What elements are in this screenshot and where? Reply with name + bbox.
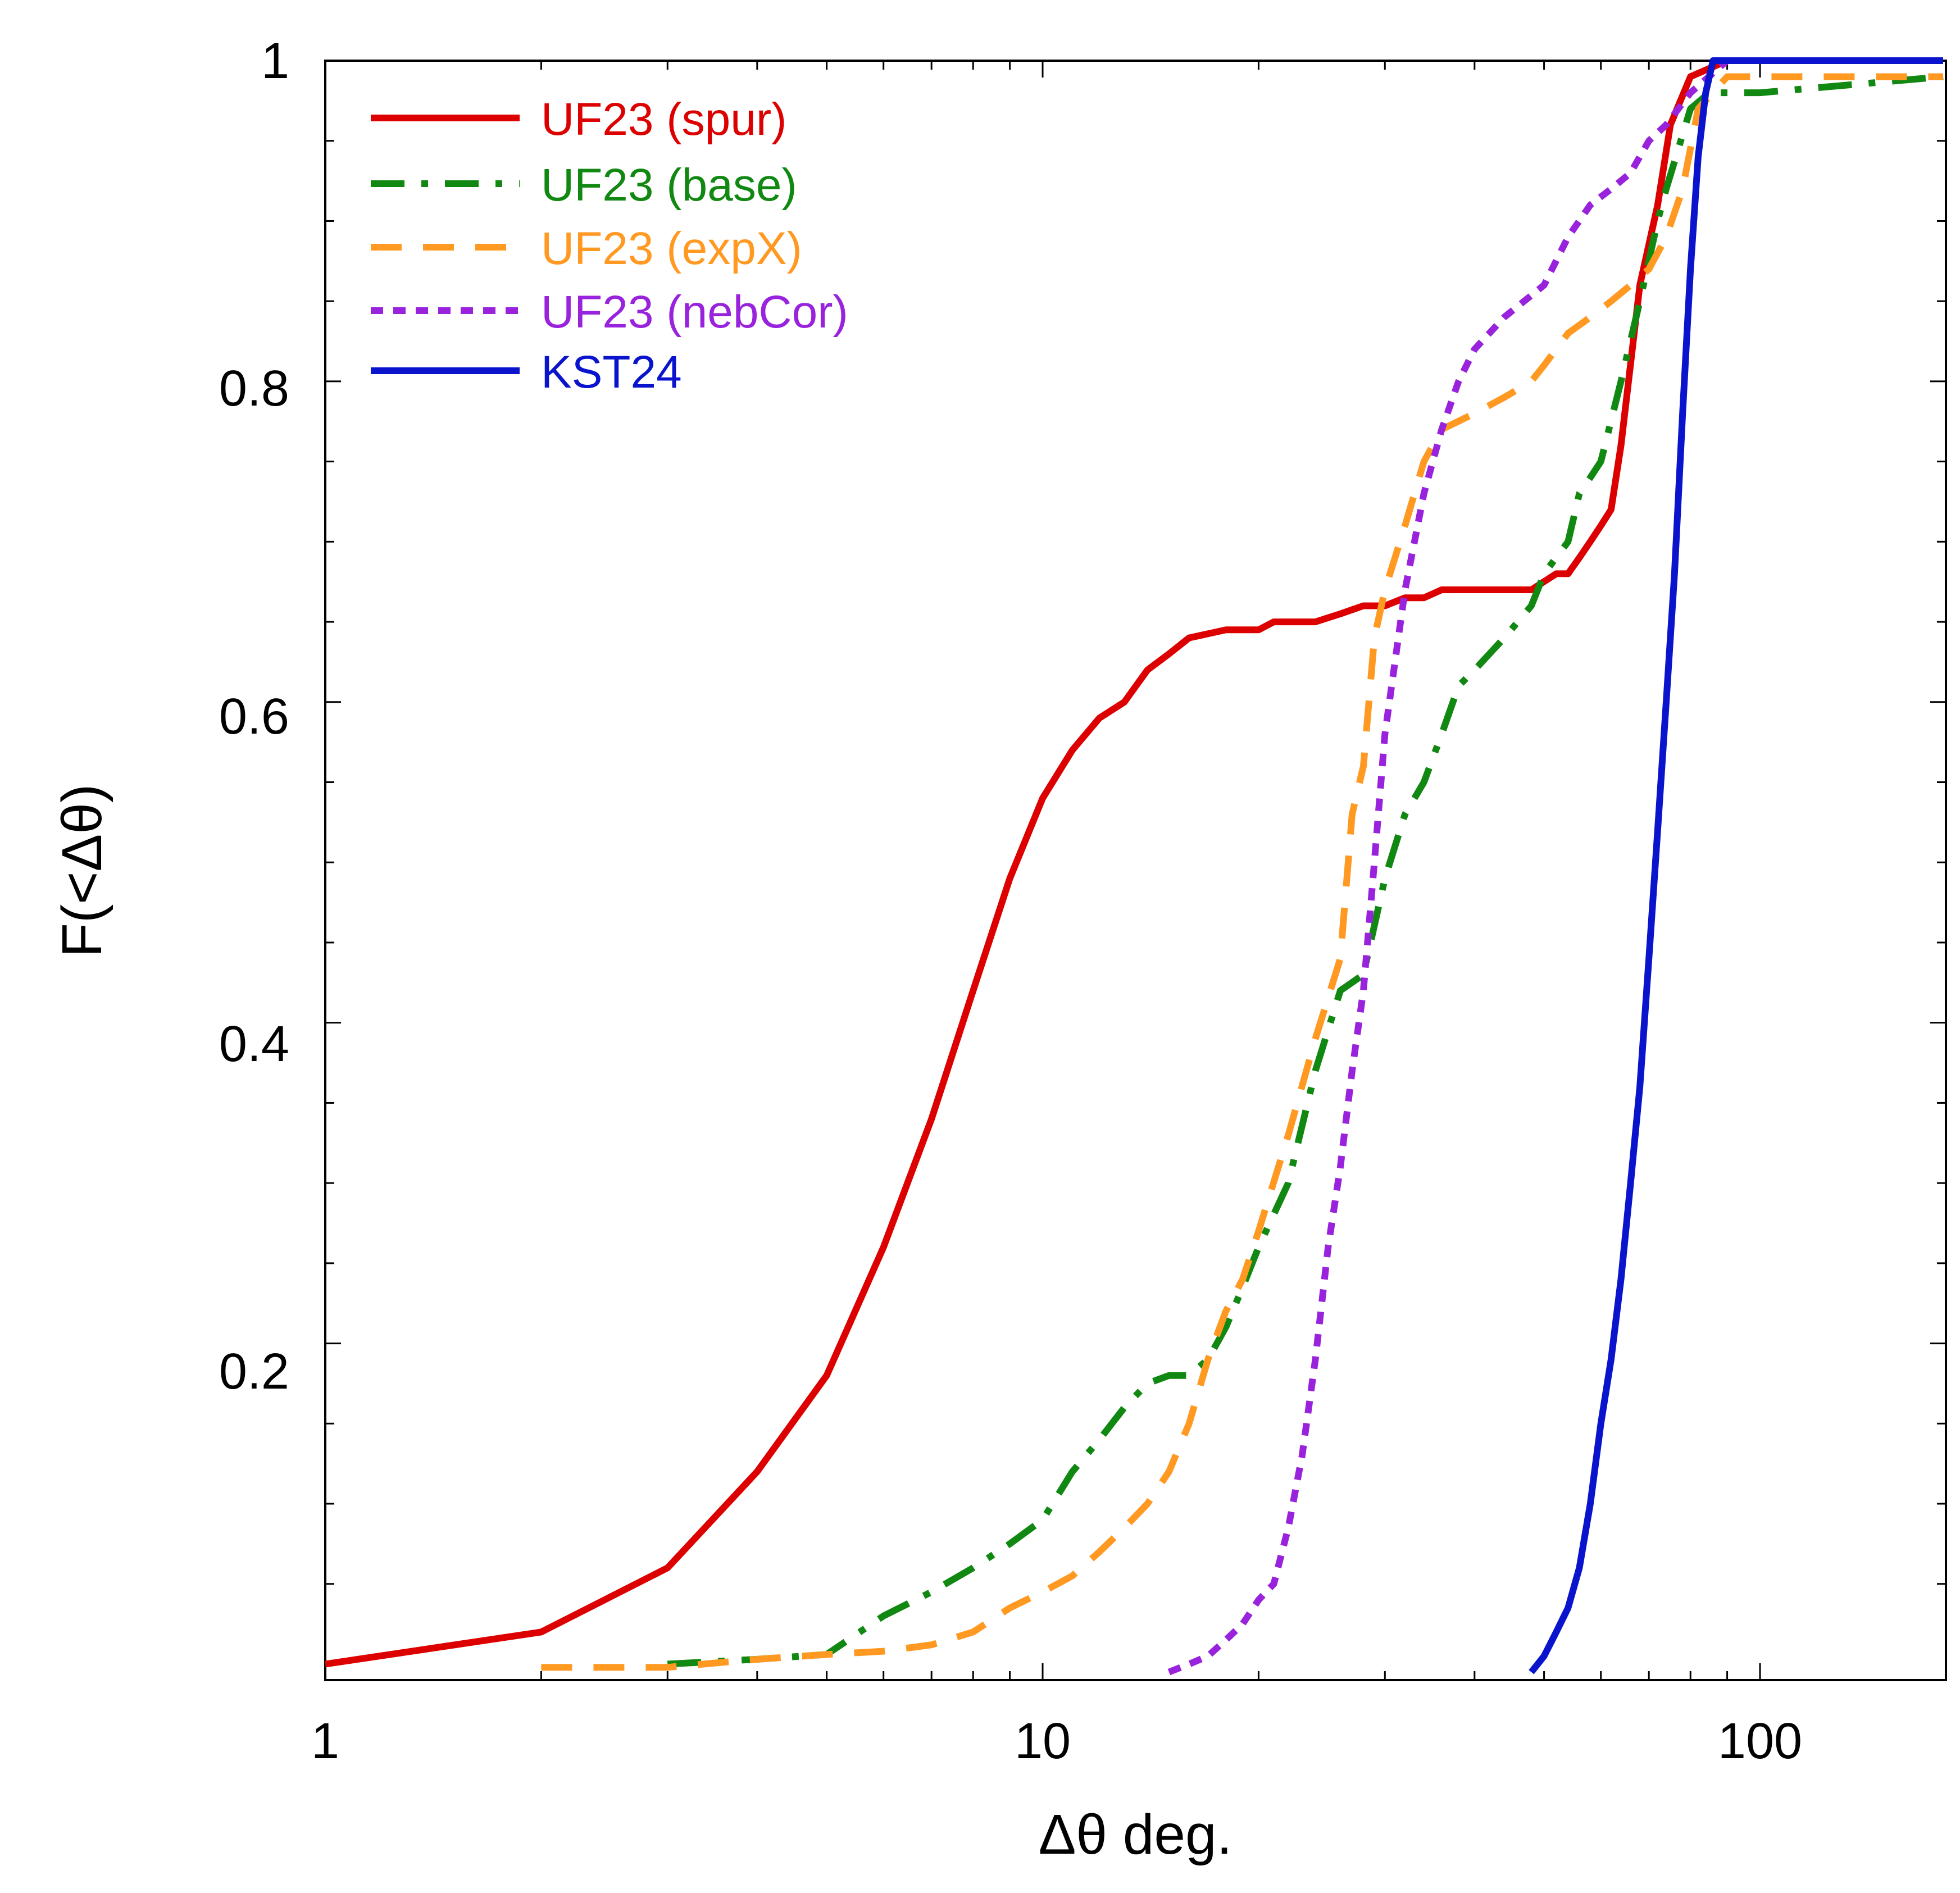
legend-label-spur: UF23 (spur): [541, 94, 786, 145]
x-tick-label-100: 100: [1718, 1713, 1802, 1769]
y-axis-title: F(<Δθ): [51, 784, 113, 958]
y-tick-label-0.8: 0.8: [219, 361, 289, 417]
series-line-uf23-expx: [541, 73, 1943, 1671]
legend-label-nebcor: UF23 (nebCor): [541, 286, 848, 338]
series-line-uf23-nebcor: [1167, 57, 1943, 1676]
series-layer: [325, 57, 1944, 1676]
ticks-layer: [324, 60, 1946, 1680]
legend-label-base: UF23 (base): [541, 160, 797, 211]
plot-frame: [324, 60, 1947, 1681]
legend: UF23 (spur) UF23 (base) UF23 (expX) UF23…: [371, 94, 848, 398]
x-tick-label-1: 1: [311, 1713, 339, 1769]
x-tick-label-10: 10: [1015, 1713, 1071, 1769]
y-tick-label-0.2: 0.2: [219, 1344, 289, 1400]
legend-label-expx: UF23 (expX): [541, 223, 802, 274]
y-tick-label-0.4: 0.4: [219, 1016, 289, 1072]
x-axis-title: Δθ deg.: [1039, 1803, 1233, 1866]
series-line-uf23-spur: [325, 57, 1943, 1668]
y-tick-label-1: 1: [261, 33, 289, 89]
series-line-kst24: [1529, 57, 1943, 1674]
y-tick-label-0.6: 0.6: [219, 689, 289, 745]
series-line-uf23-base: [667, 73, 1944, 1668]
legend-label-kst24: KST24: [541, 347, 682, 398]
